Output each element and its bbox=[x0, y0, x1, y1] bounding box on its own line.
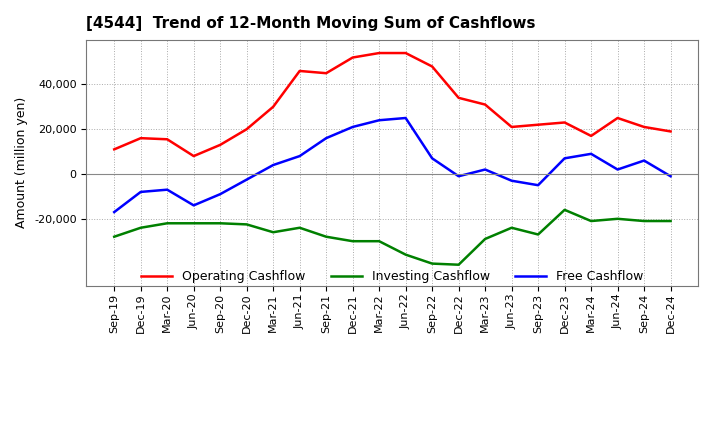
Free Cashflow bbox=[508, 178, 516, 183]
Investing Cashflow bbox=[269, 230, 277, 235]
Free Cashflow bbox=[401, 115, 410, 121]
Line: Free Cashflow: Free Cashflow bbox=[114, 118, 670, 212]
Investing Cashflow bbox=[428, 261, 436, 266]
Free Cashflow bbox=[189, 203, 198, 208]
Operating Cashflow bbox=[666, 129, 675, 134]
Free Cashflow bbox=[136, 189, 145, 194]
Investing Cashflow bbox=[401, 252, 410, 257]
Investing Cashflow bbox=[508, 225, 516, 231]
Investing Cashflow bbox=[666, 218, 675, 224]
Legend: Operating Cashflow, Investing Cashflow, Free Cashflow: Operating Cashflow, Investing Cashflow, … bbox=[136, 265, 649, 289]
Investing Cashflow bbox=[136, 225, 145, 231]
Free Cashflow bbox=[613, 167, 622, 172]
Operating Cashflow bbox=[163, 137, 171, 142]
Investing Cashflow bbox=[348, 238, 357, 244]
Free Cashflow bbox=[428, 156, 436, 161]
Free Cashflow bbox=[454, 174, 463, 179]
Investing Cashflow bbox=[243, 222, 251, 227]
Investing Cashflow bbox=[295, 225, 304, 231]
Operating Cashflow bbox=[587, 133, 595, 139]
Investing Cashflow bbox=[560, 207, 569, 213]
Investing Cashflow bbox=[163, 220, 171, 226]
Investing Cashflow bbox=[322, 234, 330, 239]
Free Cashflow bbox=[163, 187, 171, 192]
Operating Cashflow bbox=[428, 64, 436, 69]
Operating Cashflow bbox=[534, 122, 542, 127]
Investing Cashflow bbox=[481, 236, 490, 242]
Free Cashflow bbox=[322, 136, 330, 141]
Investing Cashflow bbox=[534, 232, 542, 237]
Operating Cashflow bbox=[295, 68, 304, 73]
Free Cashflow bbox=[534, 183, 542, 188]
Operating Cashflow bbox=[136, 136, 145, 141]
Operating Cashflow bbox=[613, 115, 622, 121]
Line: Operating Cashflow: Operating Cashflow bbox=[114, 53, 670, 156]
Free Cashflow bbox=[243, 177, 251, 182]
Investing Cashflow bbox=[587, 218, 595, 224]
Operating Cashflow bbox=[322, 70, 330, 76]
Operating Cashflow bbox=[401, 51, 410, 56]
Free Cashflow bbox=[269, 162, 277, 168]
Operating Cashflow bbox=[216, 142, 225, 147]
Operating Cashflow bbox=[243, 127, 251, 132]
Free Cashflow bbox=[295, 154, 304, 159]
Free Cashflow bbox=[640, 158, 649, 163]
Free Cashflow bbox=[216, 191, 225, 197]
Operating Cashflow bbox=[454, 95, 463, 100]
Free Cashflow bbox=[348, 125, 357, 130]
Investing Cashflow bbox=[613, 216, 622, 221]
Investing Cashflow bbox=[110, 234, 119, 239]
Operating Cashflow bbox=[560, 120, 569, 125]
Operating Cashflow bbox=[110, 147, 119, 152]
Operating Cashflow bbox=[189, 154, 198, 159]
Operating Cashflow bbox=[508, 125, 516, 130]
Free Cashflow bbox=[666, 174, 675, 179]
Investing Cashflow bbox=[216, 220, 225, 226]
Free Cashflow bbox=[560, 156, 569, 161]
Operating Cashflow bbox=[640, 125, 649, 130]
Operating Cashflow bbox=[269, 104, 277, 110]
Operating Cashflow bbox=[348, 55, 357, 60]
Free Cashflow bbox=[110, 209, 119, 215]
Investing Cashflow bbox=[640, 218, 649, 224]
Investing Cashflow bbox=[189, 220, 198, 226]
Free Cashflow bbox=[587, 151, 595, 157]
Free Cashflow bbox=[481, 167, 490, 172]
Investing Cashflow bbox=[375, 238, 384, 244]
Operating Cashflow bbox=[481, 102, 490, 107]
Text: [4544]  Trend of 12-Month Moving Sum of Cashflows: [4544] Trend of 12-Month Moving Sum of C… bbox=[86, 16, 536, 32]
Free Cashflow bbox=[375, 117, 384, 123]
Y-axis label: Amount (million yen): Amount (million yen) bbox=[16, 97, 29, 228]
Line: Investing Cashflow: Investing Cashflow bbox=[114, 210, 670, 265]
Operating Cashflow bbox=[375, 51, 384, 56]
Investing Cashflow bbox=[454, 262, 463, 268]
